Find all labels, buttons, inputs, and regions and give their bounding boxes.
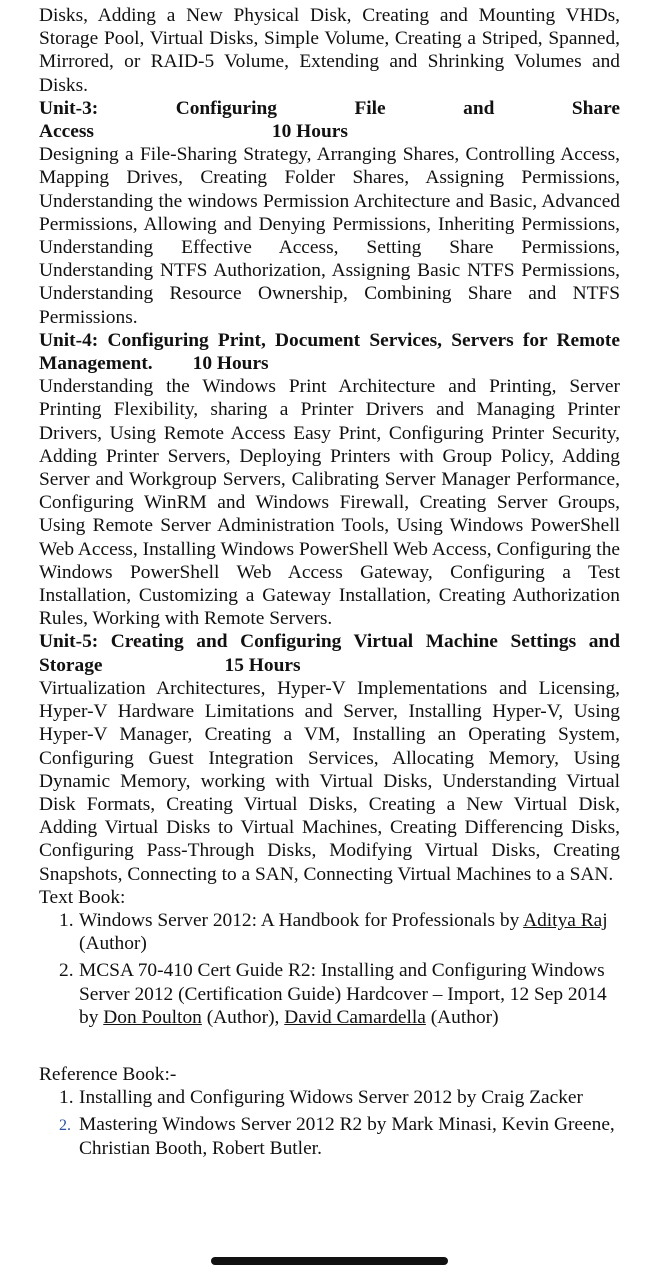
list-item: 2. MCSA 70-410 Cert Guide R2: Installing…: [39, 959, 620, 1029]
unit3-heading-access: Access: [39, 121, 94, 143]
home-indicator[interactable]: [211, 1257, 448, 1265]
unit3-body: Designing a File-Sharing Strategy, Arran…: [39, 144, 620, 328]
unit4-hours: 10 Hours: [192, 353, 269, 375]
list-number: 1.: [59, 909, 74, 931]
unit5-heading: Unit-5: Creating and Configuring Virtual…: [39, 630, 620, 676]
unit4-heading: Unit-4: Configuring Print, Document Serv…: [39, 329, 620, 375]
reference-book-label: Reference Book:-: [39, 1063, 177, 1085]
unit3-heading-word: and: [463, 97, 495, 119]
author-link[interactable]: Aditya Raj: [523, 909, 608, 931]
unit3-heading-word: Configuring: [175, 97, 277, 119]
author-link[interactable]: David Camardella: [284, 1006, 426, 1028]
reference-text: Installing and Configuring Widows Server…: [79, 1087, 583, 1109]
reference-book-list: 1. Installing and Configuring Widows Ser…: [39, 1086, 620, 1160]
book-title: MCSA 70-410 Cert Guide R2: Installing an…: [79, 960, 607, 1028]
author-suffix: (Author): [425, 1006, 499, 1028]
author-link[interactable]: Don Poulton: [103, 1006, 202, 1028]
unit3-heading-word: Share: [571, 97, 620, 119]
list-number: 2.: [59, 960, 74, 982]
unit3-heading-word: Unit-3:: [39, 97, 99, 119]
unit4-body: Understanding the Windows Print Architec…: [39, 376, 620, 630]
unit3-heading-line2: Access 10 Hours: [39, 120, 620, 143]
syllabus-page: Disks, Adding a New Physical Disk, Creat…: [39, 4, 620, 1164]
unit3-heading: Unit-3: Configuring File and Share: [39, 97, 620, 120]
unit2-continuation: Disks, Adding a New Physical Disk, Creat…: [39, 5, 620, 96]
list-item: 1. Installing and Configuring Widows Ser…: [39, 1086, 620, 1109]
list-number: 2.: [59, 1117, 71, 1135]
unit5-hours: 15 Hours: [224, 654, 301, 676]
text-book-label: Text Book:: [39, 886, 126, 908]
text-book-list: 1. Windows Server 2012: A Handbook for P…: [39, 909, 620, 1029]
list-number: 1.: [59, 1087, 74, 1109]
reference-text: Mastering Windows Server 2012 R2 by Mark…: [79, 1114, 615, 1159]
unit5-title: Unit-5: Creating and Configuring Virtual…: [39, 631, 620, 676]
unit5-body: Virtualization Architectures, Hyper-V Im…: [39, 677, 620, 885]
list-item: 1. Windows Server 2012: A Handbook for P…: [39, 909, 620, 955]
book-title: Windows Server 2012: A Handbook for Prof…: [79, 909, 524, 931]
author-separator: (Author),: [201, 1006, 285, 1028]
list-item: 2. Mastering Windows Server 2012 R2 by M…: [39, 1113, 620, 1159]
author-suffix: (Author): [79, 933, 147, 955]
unit3-hours: 10 Hours: [271, 121, 348, 143]
unit3-heading-word: File: [354, 97, 386, 119]
unit4-title: Unit-4: Configuring Print, Document Serv…: [39, 329, 620, 375]
